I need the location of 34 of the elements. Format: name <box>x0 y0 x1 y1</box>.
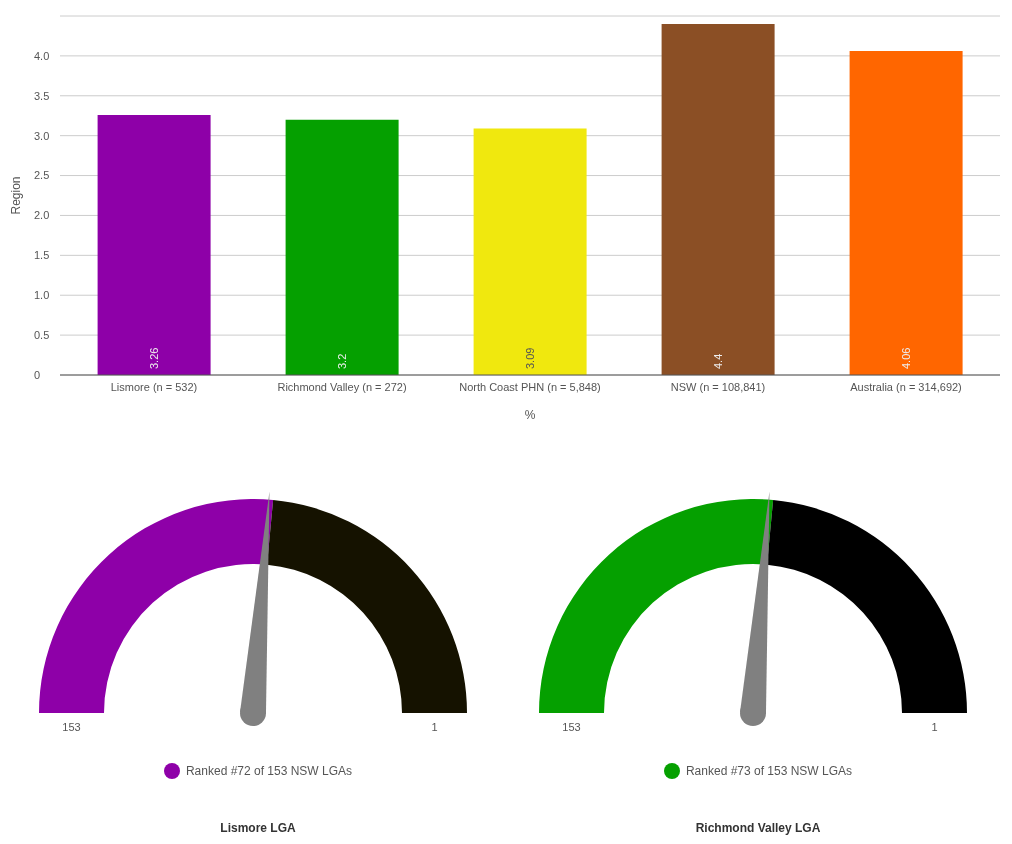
y-axis-title: Region <box>9 176 24 215</box>
y-tick-label: 1.5 <box>34 249 50 262</box>
x-tick-label: North Coast PHN (n = 5,848) <box>459 380 601 393</box>
bar <box>661 23 775 375</box>
x-tick-label: Australia (n = 314,692) <box>850 380 962 393</box>
legend-label: Ranked #72 of 153 NSW LGAs <box>185 764 353 778</box>
y-tick-label: 1.0 <box>34 289 50 302</box>
y-tick-label: 3.5 <box>34 89 50 102</box>
data-label: 3.09 <box>524 347 537 369</box>
y-tick-label: 4.0 <box>34 49 50 62</box>
text: 1 <box>431 721 438 733</box>
text: 153 <box>562 721 581 733</box>
x-tick-label: NSW (n = 108,841) <box>670 380 766 393</box>
y-tick-label: 0.5 <box>34 329 50 342</box>
y-tick-label: 3.0 <box>34 129 50 142</box>
x-axis-title: % <box>524 408 536 422</box>
y-tick-label: 0 <box>34 368 41 381</box>
x-tick-label: Lismore (n = 532) <box>110 380 198 393</box>
legend-label: Ranked #73 of 153 NSW LGAs <box>685 764 853 778</box>
bar <box>97 114 211 375</box>
bar <box>285 119 399 375</box>
text: 153 <box>62 721 81 733</box>
y-tick-label: 2.0 <box>34 209 50 222</box>
text: 1 <box>931 721 938 733</box>
data-label: 3.2 <box>336 353 349 369</box>
text: Richmond Valley LGA <box>694 821 822 835</box>
text: Lismore LGA <box>219 821 297 835</box>
data-label: 4.4 <box>712 353 725 369</box>
bar <box>473 128 587 375</box>
bar <box>849 51 963 375</box>
y-tick-label: 2.5 <box>34 169 50 182</box>
data-label: 3.26 <box>148 347 161 369</box>
data-label: 4.06 <box>900 347 913 369</box>
x-tick-label: Richmond Valley (n = 272) <box>277 380 407 393</box>
